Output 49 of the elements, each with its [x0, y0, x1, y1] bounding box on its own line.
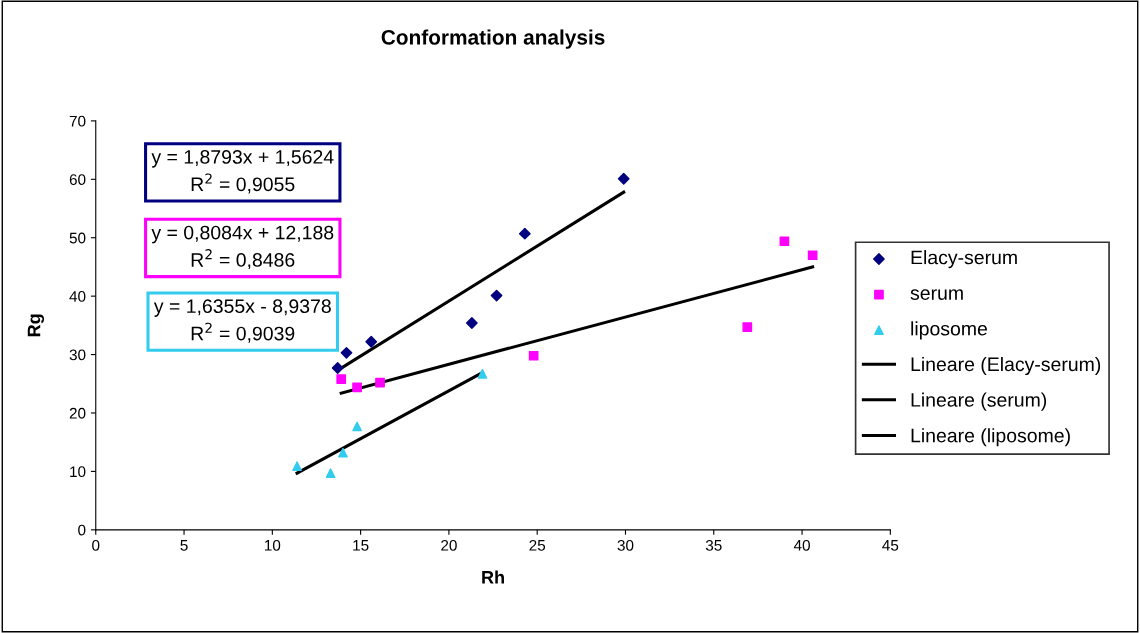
x-tick-label: 20	[441, 539, 457, 551]
y-tick-label: 70	[69, 115, 86, 127]
point	[490, 289, 503, 302]
x-tick-label: 5	[180, 540, 188, 551]
annotation: y = 0,8084x + 12,188 R$^{2}$ = 0,8486	[151, 225, 334, 270]
legend-label: Lineare (liposome)	[911, 428, 1070, 447]
y-tick-label: 0	[78, 524, 86, 536]
x-tick-label: 30	[617, 539, 634, 551]
point	[807, 250, 818, 261]
y-tick-label: 60	[69, 174, 86, 186]
point	[331, 362, 344, 374]
x-axis-title: Rh	[482, 570, 504, 584]
y-tick-label: 10	[70, 466, 86, 478]
chart-title: Conformation analysis	[381, 29, 605, 49]
x-tick-label: 40	[793, 539, 810, 551]
point	[352, 421, 362, 432]
point	[518, 227, 531, 240]
y-tick-label: 20	[69, 407, 86, 419]
x-tick-label: 15	[353, 540, 369, 551]
point	[292, 461, 302, 472]
point	[375, 377, 385, 388]
x-tick-label: 45	[882, 540, 899, 551]
y-tick-label: 50	[69, 232, 86, 244]
point	[742, 322, 753, 332]
y-tick-label: 40	[69, 291, 86, 302]
y-axis-title: Rg	[27, 314, 45, 337]
legend-label: Lineare (serum)	[911, 392, 1047, 411]
point	[528, 350, 539, 361]
point	[477, 368, 488, 379]
legend-label: serum	[910, 289, 963, 300]
legend-label: Lineare (Elacy-serum)	[911, 356, 1101, 376]
point	[325, 468, 336, 479]
point	[336, 374, 347, 384]
x-tick-label: 0	[92, 539, 100, 551]
legend-label: liposome	[911, 321, 987, 340]
y-tick-label: 30	[69, 349, 86, 361]
point	[465, 317, 478, 329]
point	[779, 236, 790, 247]
point	[352, 382, 362, 393]
annotation: y = 1,8793x + 1,5624 R$^{2}$ = 0,9055	[151, 150, 334, 194]
point	[365, 335, 378, 348]
x-tick-label: 35	[705, 539, 722, 551]
legend-label: Elacy-serum	[911, 250, 1017, 269]
annotation: y = 1,6355x - 8,9378 R$^{2}$ = 0,9039	[153, 299, 331, 343]
x-tick-label: 25	[529, 539, 546, 551]
point	[340, 346, 353, 359]
x-tick-label: 10	[265, 539, 281, 551]
point	[617, 172, 630, 185]
point	[338, 447, 348, 458]
